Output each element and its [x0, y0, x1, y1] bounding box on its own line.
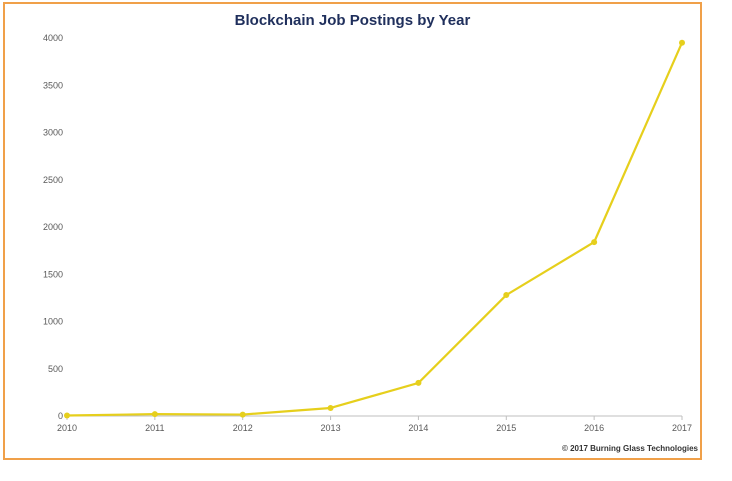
y-tick-label: 1500 — [43, 269, 63, 279]
y-tick-label: 2000 — [43, 222, 63, 232]
data-point — [327, 404, 334, 411]
chart-frame — [3, 2, 702, 460]
data-point — [591, 239, 598, 246]
y-tick-label: 0 — [58, 411, 63, 421]
y-tick-label: 3500 — [43, 80, 63, 90]
x-tick-label: 2015 — [496, 423, 516, 433]
y-tick-label: 2500 — [43, 175, 63, 185]
chart-title: Blockchain Job Postings by Year — [234, 12, 471, 29]
y-axis: 0 500 1000 1500 2000 2500 3000 3500 4000 — [43, 33, 63, 421]
x-tick-label: 2014 — [408, 423, 428, 433]
x-tick-label: 2013 — [321, 423, 341, 433]
x-tick-label: 2016 — [584, 423, 604, 433]
x-axis: 2010 2011 2012 2013 2014 2015 2016 2017 — [57, 415, 692, 433]
y-tick-label: 3000 — [43, 128, 63, 138]
data-point — [415, 379, 422, 386]
data-point — [503, 292, 510, 299]
y-tick-label: 500 — [48, 364, 63, 374]
x-tick-label: 2011 — [145, 423, 164, 433]
y-tick-label: 1000 — [43, 317, 63, 327]
x-tick-label: 2017 — [672, 423, 692, 433]
credit-text: © 2017 Burning Glass Technologies — [561, 444, 698, 453]
series-line-group — [64, 39, 685, 419]
data-point — [64, 412, 70, 419]
y-tick-label: 4000 — [43, 33, 63, 43]
data-point — [239, 411, 246, 418]
x-tick-label: 2010 — [57, 423, 77, 433]
x-tick-label: 2012 — [233, 423, 253, 433]
series-line — [66, 42, 684, 417]
data-point — [151, 411, 158, 418]
data-point — [679, 39, 685, 46]
